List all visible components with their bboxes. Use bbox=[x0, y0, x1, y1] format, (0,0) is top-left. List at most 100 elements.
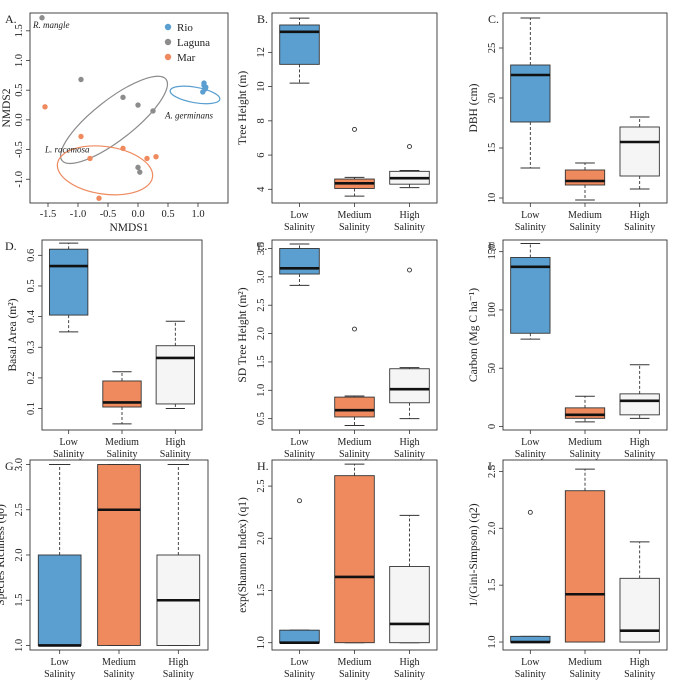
panel-i-ytick-label: 2.0 bbox=[487, 522, 498, 535]
panel-i-xtick-label: Salinity bbox=[515, 669, 546, 680]
panel-h-ylabel: exp(Shannon Index) (q1) bbox=[237, 497, 249, 613]
panel-a-ellipse-laguna bbox=[59, 75, 169, 165]
panel-e-ytick-label: 3.5 bbox=[256, 242, 267, 255]
panel-d-ytick-label: 0.1 bbox=[26, 402, 37, 415]
panel-c-box bbox=[564, 169, 606, 186]
panel-a-ytick-label: 1.0 bbox=[14, 54, 25, 67]
panel-h-box bbox=[279, 629, 320, 644]
panel-g-box bbox=[97, 464, 141, 646]
panel-a-point-laguna bbox=[150, 108, 156, 114]
panel-h-box bbox=[334, 475, 375, 644]
panel-f-xtick-label: Salinity bbox=[624, 449, 655, 460]
panel-h-xtick-label: Low bbox=[290, 657, 309, 668]
panel-i-label: I. bbox=[488, 459, 495, 473]
panel-g-ytick-label: 2.5 bbox=[14, 503, 25, 516]
panel-d-box bbox=[155, 345, 195, 405]
panel-h-box bbox=[389, 566, 430, 644]
panel-a-ellipse-mar bbox=[56, 145, 154, 196]
panel-e-box bbox=[389, 368, 430, 404]
panel-d-xtick-label: High bbox=[165, 437, 185, 448]
panel-d-ytick-label: 0.6 bbox=[26, 249, 37, 262]
panel-e-box bbox=[279, 248, 320, 275]
panel-c-xtick-label: Salinity bbox=[569, 222, 600, 233]
panel-b-ylabel: Tree Height (m) bbox=[237, 71, 249, 145]
panel-a-legend-marker bbox=[164, 38, 172, 46]
panel-d-xtick-label: Salinity bbox=[160, 449, 191, 460]
panel-i-ylabel: 1/(Gini-Simpson) (q2) bbox=[468, 503, 480, 606]
panel-d-xtick-label: Salinity bbox=[53, 449, 84, 460]
panel-a-point-rio bbox=[201, 82, 207, 89]
panel-d-xtick-label: Salinity bbox=[106, 449, 137, 460]
panel-g-ylabel: Species Richness (q0) bbox=[0, 504, 7, 606]
panel-c-ytick-label: 20 bbox=[487, 93, 498, 104]
panel-b-ytick-label: 6 bbox=[256, 152, 267, 157]
panel-i-ytick-label: 2.5 bbox=[487, 465, 498, 478]
panel-e-ytick-label: 2.5 bbox=[256, 299, 267, 312]
panel-a-ylabel: NMDS2 bbox=[1, 88, 13, 127]
panel-f-xtick-label: High bbox=[630, 437, 650, 448]
panel-a-point-laguna bbox=[120, 94, 126, 101]
panel-e-xtick-label: Salinity bbox=[394, 449, 425, 460]
panel-a-point-laguna bbox=[78, 76, 84, 83]
panel-d-ytick-label: 0.5 bbox=[26, 279, 37, 292]
panel-c-ylabel: DBH (cm) bbox=[468, 83, 480, 132]
panel-a-point-laguna bbox=[137, 169, 143, 175]
panel-e-outlier bbox=[407, 267, 412, 273]
panel-d-ytick-label: 0.2 bbox=[26, 371, 37, 384]
panel-h-xtick-label: Medium bbox=[338, 657, 372, 668]
panel-c-label: C. bbox=[488, 12, 499, 26]
panel-a-legend-label: Laguna bbox=[177, 37, 210, 49]
panel-c-xtick-label: High bbox=[630, 210, 650, 221]
panel-e-xtick-label: Low bbox=[290, 437, 309, 448]
panel-i-ytick-label: 1.5 bbox=[487, 579, 498, 592]
panel-a-ytick-label: 0.5 bbox=[14, 84, 25, 97]
panel-a-ytick-label: 1.5 bbox=[14, 24, 25, 37]
panel-a-legend-label: Rio bbox=[177, 22, 193, 34]
panel-g-ytick-label: 3.0 bbox=[14, 458, 25, 471]
panel-a-xtick-label: 0.0 bbox=[131, 209, 144, 220]
panel-f-ytick-label: 100 bbox=[487, 302, 498, 318]
panel-f-box bbox=[619, 393, 660, 416]
panel-a-point-mar bbox=[42, 104, 48, 110]
panel-e-ytick-label: 2.0 bbox=[256, 327, 267, 340]
panel-e-label: E. bbox=[257, 239, 267, 253]
panel-f-xtick-label: Low bbox=[521, 437, 540, 448]
panel-b-label: B. bbox=[257, 12, 268, 26]
panel-f-ytick-label: 150 bbox=[487, 244, 498, 260]
panel-i-xtick-label: Medium bbox=[568, 657, 602, 668]
panel-a-annotation: L. racemosa bbox=[44, 145, 90, 155]
panel-a-xtick-label: 1.0 bbox=[191, 209, 204, 220]
panel-i-box bbox=[619, 577, 660, 643]
panel-c-ytick-label: 15 bbox=[487, 143, 498, 154]
panel-a-xtick-label: -1.0 bbox=[70, 209, 87, 220]
panel-a-point-mar bbox=[96, 195, 102, 201]
panel-g-xtick-label: Medium bbox=[102, 657, 136, 668]
panel-a-legend-marker bbox=[164, 53, 172, 61]
panel-i-ytick-label: 1.0 bbox=[487, 635, 498, 648]
panel-h-xtick-label: Salinity bbox=[394, 669, 425, 680]
panel-a-point-mar bbox=[120, 145, 126, 152]
panel-f-xtick-label: Salinity bbox=[515, 449, 546, 460]
panel-b-ytick-label: 12 bbox=[256, 47, 267, 58]
panel-g-box bbox=[37, 554, 82, 646]
panel-b-xtick-label: Salinity bbox=[339, 222, 370, 233]
panel-h-xtick-label: High bbox=[400, 657, 420, 668]
panel-a-frame bbox=[29, 12, 229, 204]
panel-e-xtick-label: Salinity bbox=[339, 449, 370, 460]
panel-a-ytick-label: -1.0 bbox=[14, 171, 25, 188]
panel-f-ytick-label: 50 bbox=[487, 363, 498, 374]
panel-h-outlier bbox=[297, 498, 302, 504]
panel-b-xtick-label: Low bbox=[290, 210, 309, 221]
panel-c-box bbox=[510, 64, 551, 123]
panel-a-label: A. bbox=[5, 12, 17, 26]
panel-a-xtick-label: -1.5 bbox=[40, 209, 57, 220]
panel-f-xtick-label: Medium bbox=[568, 437, 602, 448]
panel-h-ytick-label: 2.5 bbox=[256, 480, 267, 493]
panel-i-outlier bbox=[527, 509, 533, 515]
panel-a-legend-marker bbox=[164, 23, 172, 31]
panel-b-outlier bbox=[352, 126, 357, 132]
panel-a-ellipse-rio bbox=[169, 85, 221, 105]
panel-i-xtick-label: Salinity bbox=[624, 669, 655, 680]
panel-f-label: F. bbox=[488, 239, 497, 253]
panel-c-box bbox=[619, 126, 660, 177]
